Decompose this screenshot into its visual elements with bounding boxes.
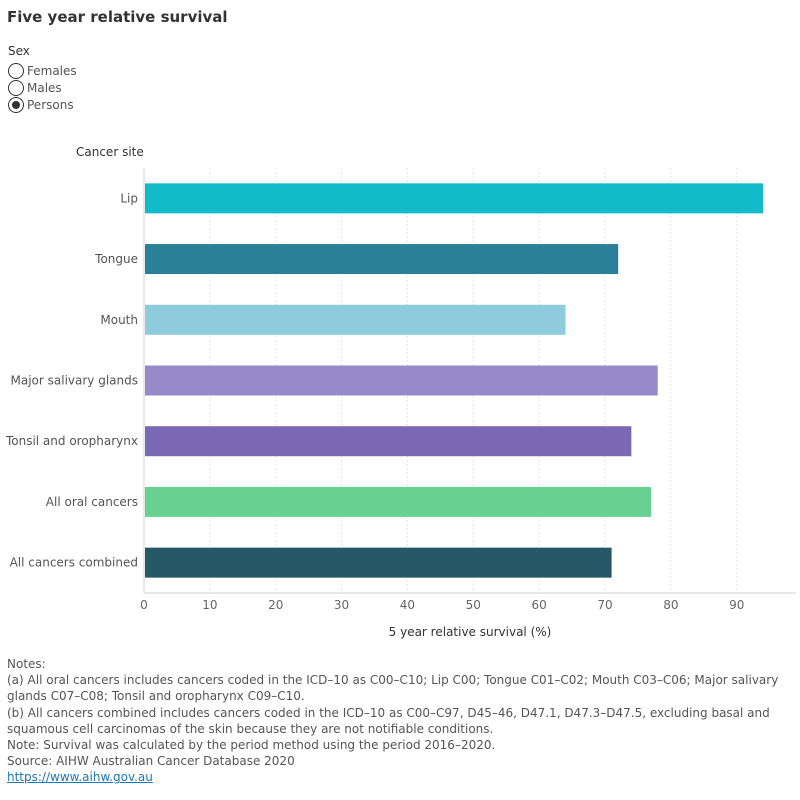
bar-tonsil-and-oropharynx — [145, 426, 632, 457]
category-label: All oral cancers — [46, 495, 138, 509]
radio-label-males: Males — [27, 80, 62, 95]
sex-radio-group: Females Males Persons — [8, 62, 77, 113]
radio-label-persons: Persons — [27, 97, 74, 112]
x-tick-label: 70 — [597, 598, 612, 612]
category-label: Tongue — [94, 252, 138, 266]
radio-option-females[interactable]: Females — [8, 62, 77, 79]
category-label: Tonsil and oropharynx — [5, 434, 138, 448]
radio-button-selected-icon[interactable] — [8, 96, 24, 113]
note-source: Source: AIHW Australian Cancer Database … — [7, 754, 295, 769]
radio-button-icon[interactable] — [8, 79, 24, 96]
note-method: Note: Survival was calculated by the per… — [7, 738, 496, 753]
x-tick-label: 80 — [663, 598, 678, 612]
x-tick-label: 60 — [532, 598, 547, 612]
category-label: Mouth — [100, 313, 138, 327]
chart-title: Five year relative survival — [7, 8, 228, 26]
radio-option-males[interactable]: Males — [8, 79, 77, 96]
x-tick-label: 50 — [466, 598, 481, 612]
notes-section: Notes: (a) All oral cancers includes can… — [7, 656, 797, 786]
x-tick-label: 40 — [400, 598, 415, 612]
survival-bar-chart: Cancer site Lip Tongue Mouth Major salivary … — [5, 145, 796, 639]
category-label: Lip — [120, 191, 138, 205]
radio-option-persons[interactable]: Persons — [8, 96, 77, 113]
aihw-website-link[interactable]: https://www.aihw.gov.au — [7, 770, 153, 785]
x-tick-label: 10 — [202, 598, 217, 612]
category-label: Major salivary glands — [11, 374, 139, 388]
x-tick-label: 20 — [268, 598, 283, 612]
notes-heading: Notes: — [7, 657, 46, 671]
note-b: (b) All cancers combined includes cancer… — [7, 705, 770, 736]
row-header-label: Cancer site — [76, 145, 144, 159]
radio-label-females: Females — [27, 63, 77, 78]
bar-tongue — [145, 244, 619, 275]
bar-major-salivary-glands — [145, 365, 658, 396]
x-axis-title: 5 year relative survival (%) — [389, 625, 552, 639]
bar-lip — [145, 183, 764, 214]
bar-mouth — [145, 304, 566, 335]
sex-filter-label: Sex — [8, 44, 30, 58]
bar-all-oral-cancers — [145, 486, 652, 517]
x-tick-label: 90 — [729, 598, 744, 612]
bar-all-cancers-combined — [145, 547, 612, 578]
category-label: All cancers combined — [10, 556, 138, 570]
note-a: (a) All oral cancers includes cancers co… — [7, 673, 779, 704]
radio-button-icon[interactable] — [8, 62, 24, 79]
x-tick-label: 0 — [140, 598, 148, 612]
x-tick-label: 30 — [334, 598, 349, 612]
